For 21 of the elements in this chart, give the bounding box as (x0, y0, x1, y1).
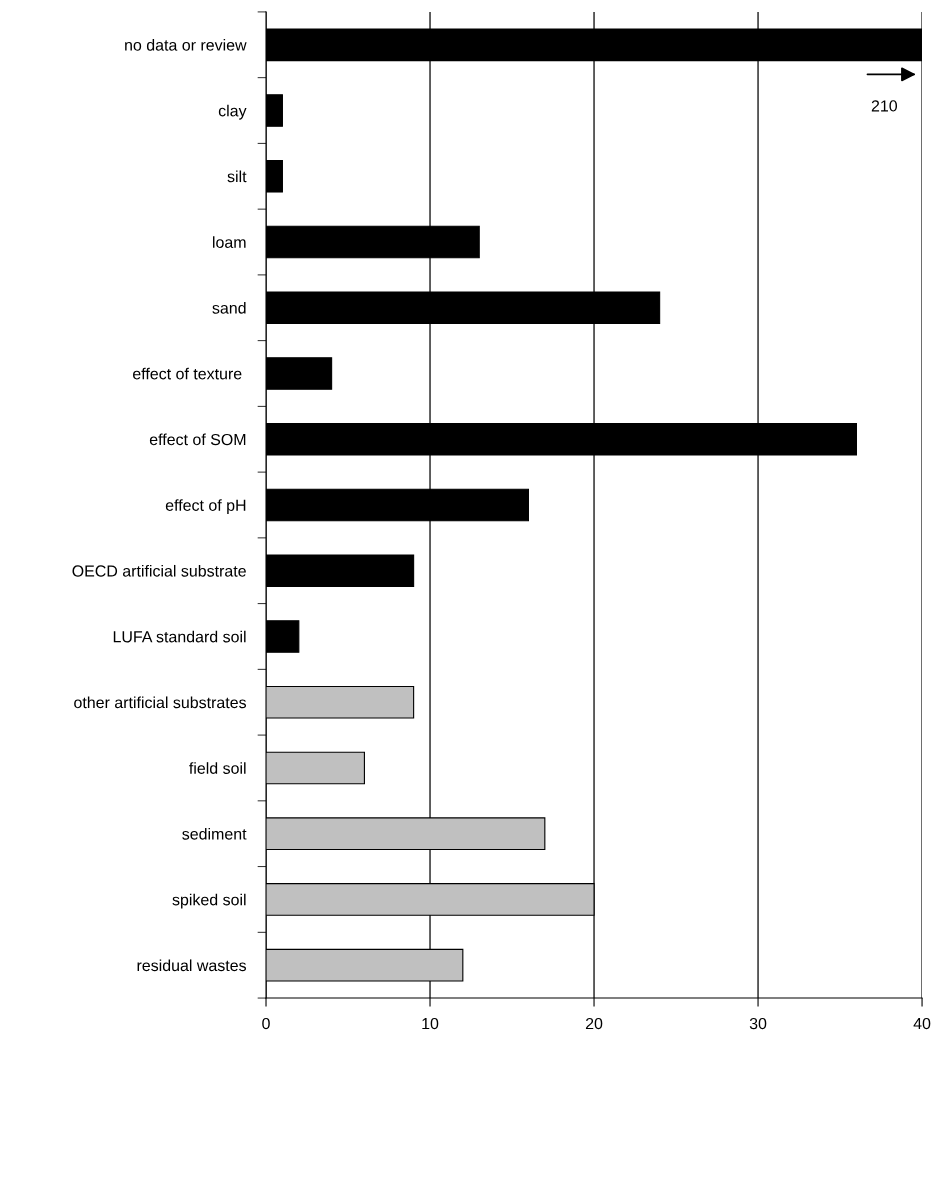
y-tick-label: OECD artificial substrate (72, 564, 246, 577)
y-tick-label: other artificial substrates (74, 696, 247, 709)
y-tick-label: effect of pH (165, 499, 246, 515)
y-tick-label: spiked soil (172, 893, 246, 909)
x-tick-label: 40 (913, 1017, 931, 1030)
y-tick-label: no data or review (125, 39, 247, 51)
x-tick-label: 0 (262, 1017, 270, 1030)
x-tick-label: 30 (749, 1017, 767, 1030)
y-tick-label: sand (212, 301, 246, 314)
y-tick-label: field soil (189, 762, 246, 774)
y-tick-label: loam (213, 236, 246, 248)
y-tick-label: clay (218, 104, 247, 120)
y-tick-label: LUFA standard soil (113, 630, 246, 643)
x-tick-label: 10 (422, 1017, 439, 1030)
y-tick-label: effect of SOM (149, 433, 246, 446)
y-tick-label: silt (227, 170, 247, 183)
y-tick-label: residual wastes (137, 959, 246, 972)
x-tick-label: 20 (585, 1017, 603, 1030)
y-tick-label: effect of texture (133, 367, 242, 380)
annotation: 210 (871, 100, 898, 112)
y-tick-label: sediment (182, 827, 247, 840)
